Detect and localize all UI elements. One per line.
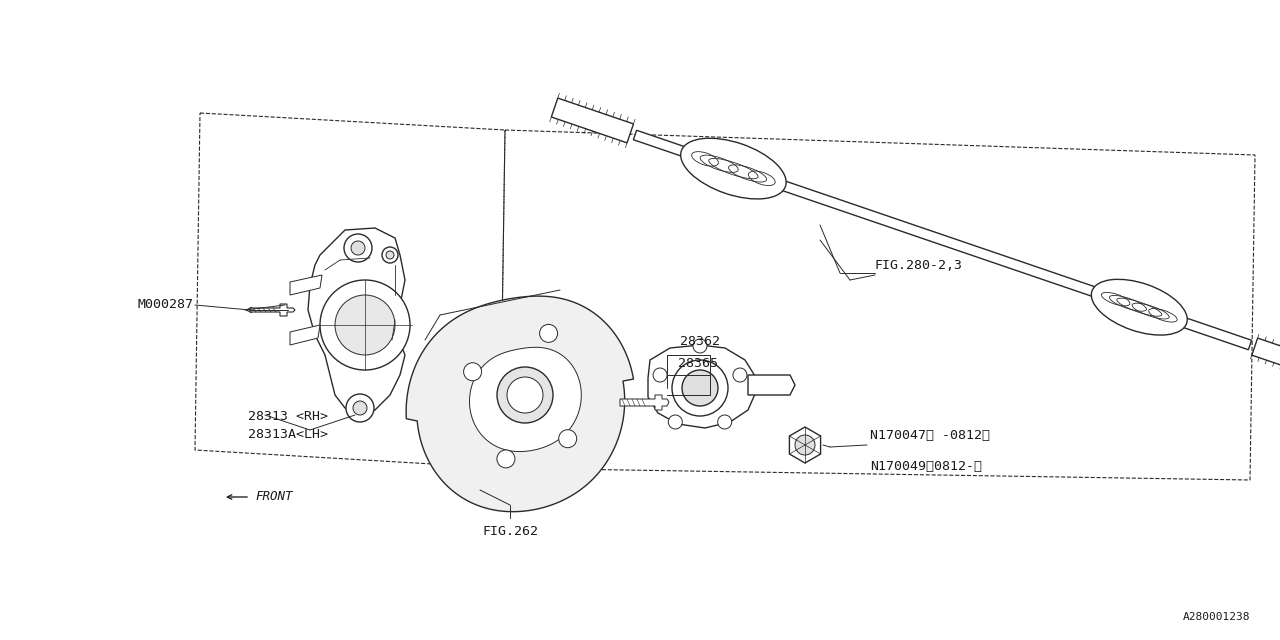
Circle shape: [668, 415, 682, 429]
Circle shape: [346, 394, 374, 422]
Text: M000287: M000287: [137, 298, 193, 312]
Circle shape: [381, 247, 398, 263]
Polygon shape: [552, 98, 634, 143]
Polygon shape: [291, 275, 323, 295]
Polygon shape: [634, 131, 1252, 349]
Circle shape: [497, 450, 515, 468]
Text: A280001238: A280001238: [1183, 612, 1251, 622]
Circle shape: [540, 324, 558, 342]
Circle shape: [672, 360, 728, 416]
Text: FIG.280-2,3: FIG.280-2,3: [876, 259, 963, 272]
Text: 28365: 28365: [678, 357, 718, 370]
Text: 28362: 28362: [680, 335, 719, 348]
Circle shape: [353, 401, 367, 415]
Circle shape: [795, 435, 815, 455]
Polygon shape: [748, 375, 795, 395]
Circle shape: [558, 429, 577, 448]
Circle shape: [344, 234, 372, 262]
Polygon shape: [308, 228, 404, 415]
Text: N170047（ -0812）: N170047（ -0812）: [870, 429, 989, 442]
Circle shape: [320, 280, 410, 370]
Polygon shape: [470, 348, 581, 452]
Polygon shape: [406, 296, 634, 511]
Text: FIG.262: FIG.262: [483, 525, 538, 538]
Circle shape: [653, 368, 667, 382]
Polygon shape: [250, 304, 294, 316]
Polygon shape: [648, 345, 755, 428]
Circle shape: [692, 339, 707, 353]
Ellipse shape: [1092, 279, 1188, 335]
Circle shape: [497, 367, 553, 423]
Circle shape: [387, 251, 394, 259]
Polygon shape: [790, 427, 820, 463]
Polygon shape: [1252, 338, 1280, 378]
Text: 28313 <RH>: 28313 <RH>: [248, 410, 328, 423]
Ellipse shape: [681, 138, 786, 199]
Text: FRONT: FRONT: [255, 490, 293, 504]
Circle shape: [682, 370, 718, 406]
Circle shape: [335, 295, 396, 355]
Text: N170049（0812-）: N170049（0812-）: [870, 460, 982, 473]
Circle shape: [351, 241, 365, 255]
Circle shape: [733, 368, 748, 382]
Polygon shape: [291, 325, 320, 345]
Circle shape: [507, 377, 543, 413]
Circle shape: [463, 363, 481, 381]
Circle shape: [718, 415, 732, 429]
Text: 28313A<LH>: 28313A<LH>: [248, 428, 328, 441]
Polygon shape: [620, 395, 669, 410]
